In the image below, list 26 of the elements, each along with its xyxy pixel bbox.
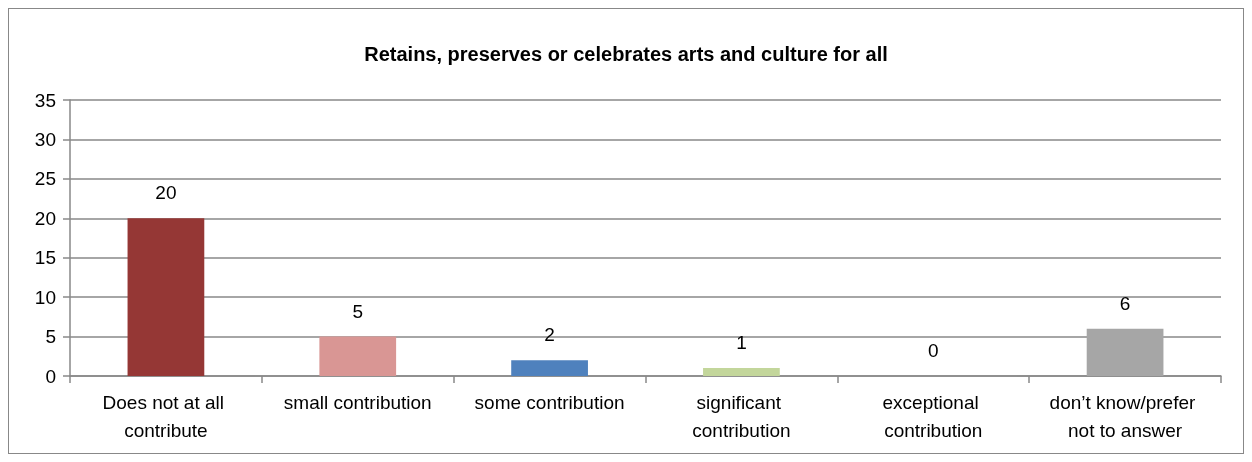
data-label: 0 xyxy=(927,340,939,361)
y-tick-label: 30 xyxy=(34,128,56,150)
data-label: 2 xyxy=(544,324,555,346)
bar xyxy=(703,368,780,376)
x-tick-label: exceptional contribution xyxy=(882,391,984,441)
data-label: 1 xyxy=(736,332,747,354)
y-tick-label: 10 xyxy=(34,286,56,308)
bar xyxy=(511,360,588,376)
data-label: 5 xyxy=(352,300,364,322)
bar xyxy=(127,218,205,376)
x-tick-label: don’t know/prefer not to answer xyxy=(1049,391,1201,441)
x-tick-label: small contribution xyxy=(283,391,432,413)
x-tick-label: significant contribution xyxy=(692,391,791,441)
y-tick-label: 35 xyxy=(34,89,56,111)
y-tick-label: 15 xyxy=(34,247,56,269)
y-tick-label: 20 xyxy=(34,207,56,229)
y-tick-label: 25 xyxy=(34,168,56,190)
data-label: 20 xyxy=(155,182,177,204)
bar xyxy=(1086,328,1164,376)
y-tick-label: 5 xyxy=(45,326,56,348)
x-tick-label: some contribution xyxy=(474,391,625,413)
bar xyxy=(319,336,397,376)
x-tick-label: Does not at all contribute xyxy=(102,391,230,441)
chart-title: Retains, preserves or celebrates arts and culture for all xyxy=(364,43,888,65)
y-tick-label: 0 xyxy=(45,365,56,387)
data-label: 6 xyxy=(1119,292,1131,314)
